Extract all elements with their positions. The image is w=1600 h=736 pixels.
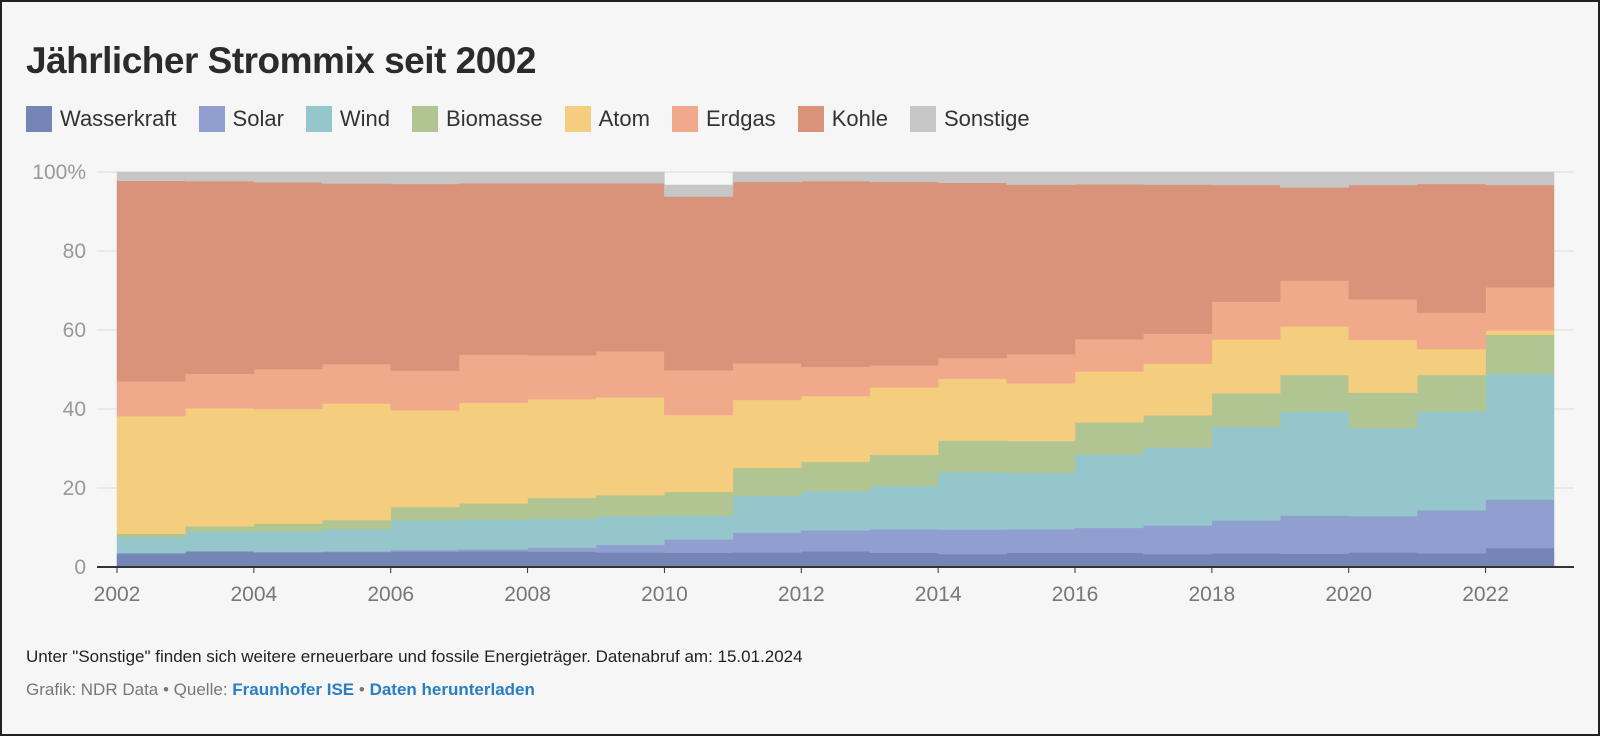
credits-graphic: Grafik: NDR Data [26, 680, 159, 699]
y-tick-label: 80 [63, 240, 86, 263]
chart-legend: Wasserkraft Solar Wind Biomasse Atom Erdgas Ko… [26, 106, 1052, 132]
legend-swatch [305, 106, 332, 132]
legend-item-atom[interactable]: Atom [564, 106, 650, 132]
y-tick-label: 100% [32, 161, 86, 184]
chart-title: Jährlicher Strommix seit 2002 [26, 40, 536, 81]
legend-label: Sonstige [943, 106, 1030, 131]
y-tick-label: 20 [63, 477, 86, 500]
legend-swatch [909, 106, 936, 132]
legend-swatch [26, 106, 52, 132]
credits-line: Grafik: NDR Data • Quelle: Fraunhofer IS… [26, 680, 535, 700]
x-tick-label: 2002 [94, 583, 141, 602]
legend-label: Atom [598, 106, 650, 131]
x-tick-label: 2020 [1325, 583, 1372, 602]
x-tick-label: 2022 [1462, 583, 1509, 602]
credits-source-label: Quelle: [173, 680, 228, 699]
legend-swatch [564, 106, 591, 132]
y-tick-label: 60 [63, 319, 86, 342]
legend-label: Wind [339, 106, 391, 131]
legend-swatch [671, 106, 698, 132]
legend-item-solar[interactable]: Solar [198, 106, 284, 132]
legend-swatch [412, 106, 439, 132]
x-tick-label: 2018 [1188, 583, 1235, 602]
y-tick-label: 0 [74, 556, 86, 579]
legend-swatch [198, 106, 225, 132]
legend-item-wasserkraft[interactable]: Wasserkraft [26, 106, 177, 132]
credits-separator-2: • [358, 680, 365, 699]
x-tick-label: 2016 [1052, 583, 1099, 602]
legend-item-kohle[interactable]: Kohle [797, 106, 888, 132]
legend-label: Biomasse [446, 106, 543, 131]
legend-label: Kohle [831, 106, 888, 131]
x-tick-label: 2010 [641, 583, 688, 602]
legend-label: Erdgas [705, 106, 776, 131]
x-tick-label: 2004 [230, 583, 277, 602]
legend-swatch [797, 106, 824, 132]
download-data-link[interactable]: Daten herunterladen [369, 680, 535, 699]
legend-item-biomasse[interactable]: Biomasse [412, 106, 543, 132]
x-tick-label: 2008 [504, 583, 551, 602]
legend-item-erdgas[interactable]: Erdgas [671, 106, 776, 132]
credits-separator: • [162, 680, 169, 699]
y-tick-label: 40 [63, 398, 86, 421]
area-series-sonstige [116, 171, 1555, 197]
source-link[interactable]: Fraunhofer ISE [232, 680, 355, 699]
legend-label: Wasserkraft [60, 106, 177, 131]
legend-item-wind[interactable]: Wind [305, 106, 391, 132]
legend-item-sonstige[interactable]: Sonstige [909, 106, 1030, 132]
stacked-area-chart: 0 20 40 60 80 100% 2002 2004 2006 2008 2010 2012 201… [32, 161, 1574, 602]
x-tick-label: 2012 [778, 583, 825, 602]
x-tick-label: 2014 [915, 583, 962, 602]
footnote: Unter "Sonstige" finden sich weitere ern… [26, 647, 803, 666]
legend-label: Solar [232, 106, 284, 131]
x-tick-label: 2006 [367, 583, 414, 602]
